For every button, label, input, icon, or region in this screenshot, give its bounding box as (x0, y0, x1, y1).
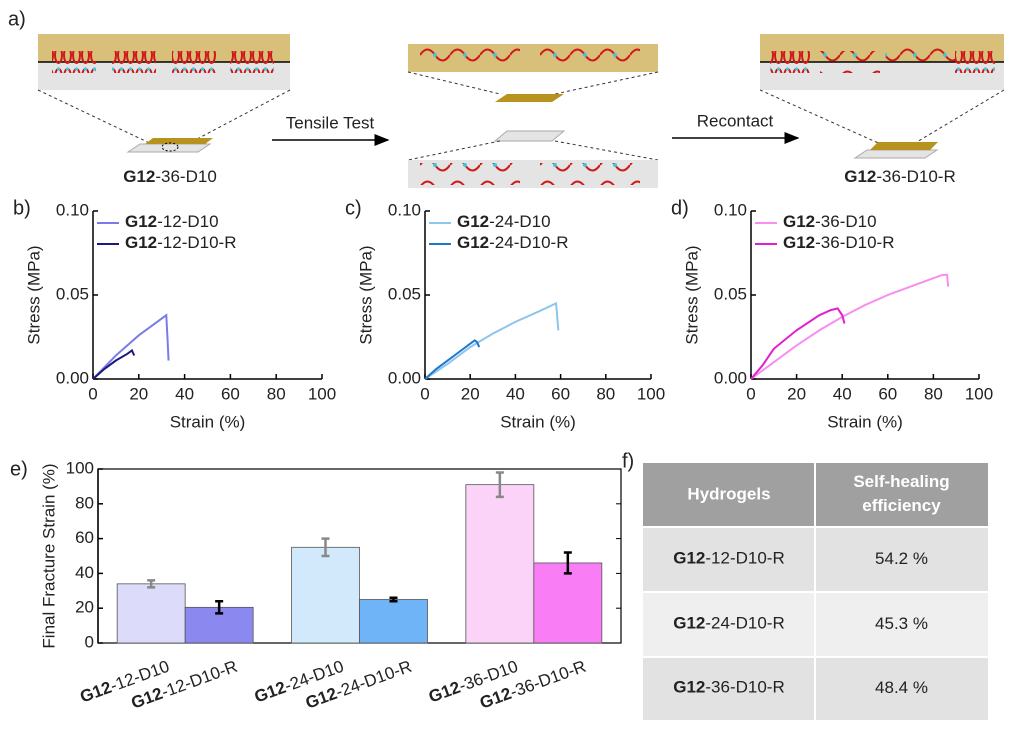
x-tick-label: 80 (596, 384, 615, 403)
y-tick-label: 0.00 (388, 368, 421, 387)
x-tick-label: 0 (88, 384, 97, 403)
y-axis-label: Stress (MPa) (682, 245, 701, 344)
table-cell: 54.2 % (875, 549, 928, 568)
x-tick-label: 100 (965, 384, 993, 403)
line-series (750, 307, 846, 380)
table-header-cell: Self-healing efficiency (853, 472, 949, 515)
x-tick-label: 80 (924, 384, 943, 403)
y-axis-label: Stress (MPa) (24, 245, 43, 344)
x-tick-label: 0 (746, 384, 755, 403)
legend-label: G12-36-D10-R (783, 233, 895, 252)
panel-label: a) (8, 8, 26, 30)
error-bar (215, 599, 224, 615)
x-tick-label: 60 (878, 384, 897, 403)
x-tick-label: 20 (787, 384, 806, 403)
x-axis-label: Strain (%) (827, 412, 903, 431)
error-bar (321, 537, 330, 558)
error-bar (563, 551, 572, 575)
legend-label: G12-24-D10 (457, 212, 551, 231)
bar (116, 583, 186, 644)
bar (465, 484, 535, 644)
line-series (424, 339, 481, 380)
table-cell: 48.4 % (875, 678, 928, 697)
legend-label: G12-12-D10-R (125, 233, 237, 252)
x-axis-label: Strain (%) (500, 412, 576, 431)
y-axis-label: Final Fracture Strain (%) (39, 463, 58, 648)
legend-label: G12-12-D10 (125, 212, 219, 231)
panel-label: b) (13, 197, 31, 219)
sample-label: G12-36-D10 (123, 167, 217, 186)
legend-label: G12-36-D10 (783, 212, 877, 231)
y-tick-label: 0.05 (56, 284, 89, 303)
bar (533, 562, 603, 644)
step-label: Recontact (697, 111, 774, 130)
y-tick-label: 20 (75, 598, 94, 617)
schematic (37, 34, 1005, 188)
y-tick-label: 80 (75, 493, 94, 512)
y-tick-label: 0.10 (388, 200, 421, 219)
x-tick-label: 40 (175, 384, 194, 403)
error-bar (495, 471, 504, 499)
panel-label: f) (622, 450, 634, 472)
y-tick-label: 40 (75, 563, 94, 582)
table-cell: 45.3 % (875, 614, 928, 633)
y-tick-label: 60 (75, 528, 94, 547)
x-tick-label: 40 (506, 384, 525, 403)
y-tick-label: 0.05 (714, 284, 747, 303)
x-tick-label: 100 (308, 384, 336, 403)
y-axis-label: Stress (MPa) (356, 245, 375, 344)
x-tick-label: 0 (420, 384, 429, 403)
y-tick-label: 100 (66, 458, 94, 477)
table-cell: G12-24-D10-R (673, 614, 785, 633)
x-tick-label: 20 (129, 384, 148, 403)
x-tick-label: 80 (267, 384, 286, 403)
x-tick-label: 60 (551, 384, 570, 403)
y-tick-label: 0.00 (714, 368, 747, 387)
panel-label: c) (345, 197, 362, 219)
line-series (750, 273, 950, 380)
x-tick-label: 40 (833, 384, 852, 403)
legend-label: G12-24-D10-R (457, 233, 569, 252)
error-bar (147, 579, 156, 589)
y-tick-label: 0 (85, 632, 94, 651)
error-bar (389, 596, 398, 603)
x-tick-label: 20 (461, 384, 480, 403)
panel-label: d) (671, 197, 689, 219)
x-tick-label: 60 (221, 384, 240, 403)
table-header-cell: Hydrogels (687, 484, 770, 503)
y-tick-label: 0.00 (56, 368, 89, 387)
bar (291, 546, 360, 644)
panel-label: e) (10, 458, 28, 480)
x-tick-label: 100 (637, 384, 665, 403)
x-axis-label: Strain (%) (170, 412, 246, 431)
bar (359, 599, 428, 644)
y-tick-label: 0.10 (56, 200, 89, 219)
table-cell: G12-12-D10-R (673, 549, 785, 568)
line-series (92, 348, 136, 380)
step-label: Tensile Test (286, 113, 375, 132)
y-tick-label: 0.05 (388, 284, 421, 303)
sample-label: G12-36-D10-R (844, 167, 956, 186)
line-series (92, 313, 170, 380)
table-cell: G12-36-D10-R (673, 678, 785, 697)
y-tick-label: 0.10 (714, 200, 747, 219)
line-series (424, 301, 560, 380)
